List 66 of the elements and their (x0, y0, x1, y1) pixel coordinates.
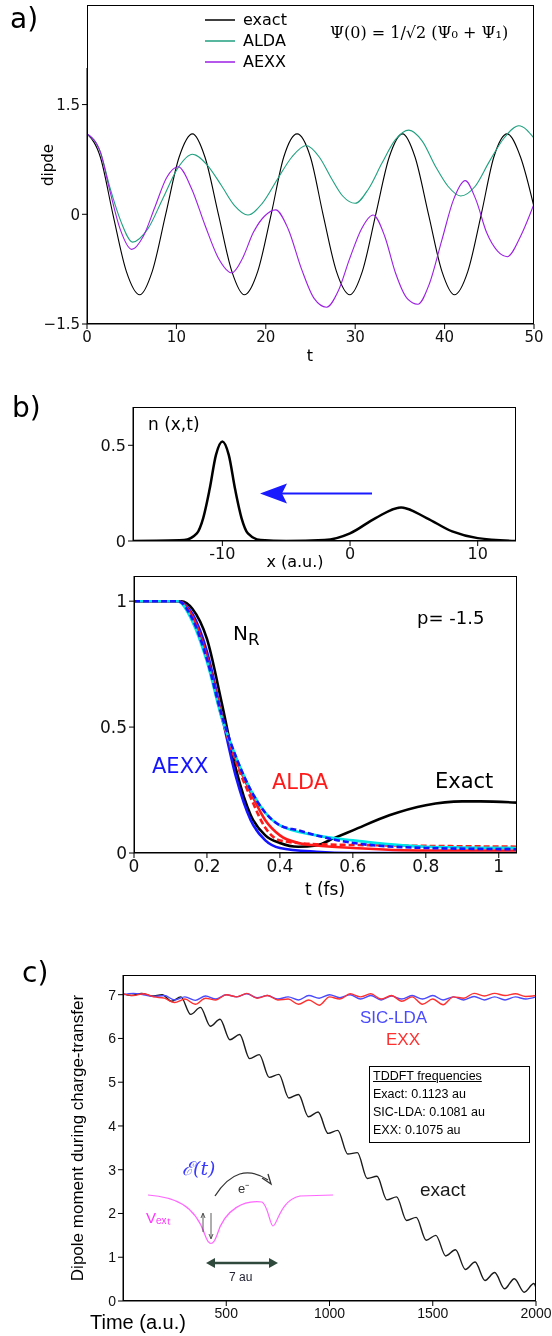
x-axis-title: x (a.u.) (266, 552, 324, 571)
x-tick-label: 10 (467, 544, 488, 564)
y-tick-label: 1 (108, 1249, 117, 1266)
x-tick-label: 30 (345, 327, 365, 346)
annotation: N$_{R}$ (233, 621, 260, 650)
x-tick-label: 0.4 (266, 856, 294, 877)
annotation: p= -1.5 (417, 607, 485, 628)
y-tick-label: 4 (108, 1117, 117, 1134)
x-tick-label: 0.2 (193, 856, 221, 877)
x-tick-label: 500 (214, 1304, 239, 1321)
line-series (123, 992, 536, 1006)
annotation: e⁻ (238, 1181, 250, 1197)
annotation: EXX: 0.1075 au (373, 1123, 461, 1138)
y-tick-label: 0.5 (99, 717, 127, 738)
series-label: ALDA (272, 770, 329, 795)
y-tick-label: 0 (108, 1292, 117, 1309)
x-tick-label: 50 (524, 327, 544, 346)
y-tick-label: 0.5 (100, 435, 126, 455)
x-tick-label: 0.6 (339, 856, 367, 877)
x-tick-label: 1 (493, 856, 505, 877)
annotation: 7 au (229, 1270, 253, 1285)
x-tick-label: 1500 (417, 1304, 449, 1321)
series-label: SIC-LDA (360, 1008, 428, 1028)
annotation: SIC-LDA: 0.1081 au (373, 1105, 485, 1120)
x-axis-title: t (fs) (304, 879, 346, 899)
y-tick-label: 0 (70, 205, 80, 224)
x-tick-label: 20 (256, 327, 276, 346)
x-tick-label: -10 (209, 544, 236, 564)
chart-title: b) (12, 391, 41, 424)
y-tick-label: 6 (108, 1030, 117, 1047)
y-axis-title: dipde (38, 144, 57, 186)
legend-label: AEXX (243, 51, 286, 72)
y-tick-label: 1.5 (56, 95, 80, 114)
series-label: Exact (435, 769, 494, 794)
x-tick-label: 0 (82, 327, 92, 346)
x-axis-title: Time (a.u.) (90, 1311, 186, 1333)
annotation: TDDFT frequencies (373, 1069, 482, 1084)
x-tick-label: 10 (166, 327, 186, 346)
y-tick-label: 5 (108, 1074, 117, 1091)
y-tick-label: 0 (115, 531, 126, 551)
x-tick-label: 0.8 (412, 856, 440, 877)
line-series (123, 992, 536, 1002)
y-tick-label: 0 (116, 843, 127, 864)
annotation: Vₑₓₜ (146, 1209, 171, 1227)
x-axis-title: t (306, 346, 314, 365)
x-tick-label: 1000 (313, 1304, 346, 1321)
x-tick-label: 40 (435, 327, 455, 346)
series-label: exact (420, 1179, 466, 1201)
annotation: Exact: 0.1123 au (373, 1087, 466, 1102)
y-tick-label: 2 (108, 1205, 117, 1222)
legend-label: ALDA (243, 30, 286, 51)
series-label: AEXX (152, 754, 209, 779)
annotation: n (x,t) (148, 414, 200, 434)
chart-title: a) (10, 2, 39, 35)
y-tick-label: 1 (116, 591, 127, 612)
y-tick-label: 7 (108, 986, 117, 1003)
chart-title: c) (22, 956, 49, 989)
legend-label: exact (243, 9, 287, 30)
text: Ψ(0) = 1/√2 (Ψ₀ + Ψ₁) (330, 23, 509, 42)
y-axis-title: Dipole moment during charge-transfer (67, 994, 88, 1282)
x-tick-label: 0 (344, 544, 356, 564)
series-label: EXX (386, 1030, 421, 1050)
x-tick-label: 2000 (520, 1304, 552, 1321)
annotation: ℰ(t) (182, 1157, 216, 1179)
y-tick-label: −1.5 (43, 315, 80, 334)
y-tick-label: 3 (108, 1161, 117, 1178)
